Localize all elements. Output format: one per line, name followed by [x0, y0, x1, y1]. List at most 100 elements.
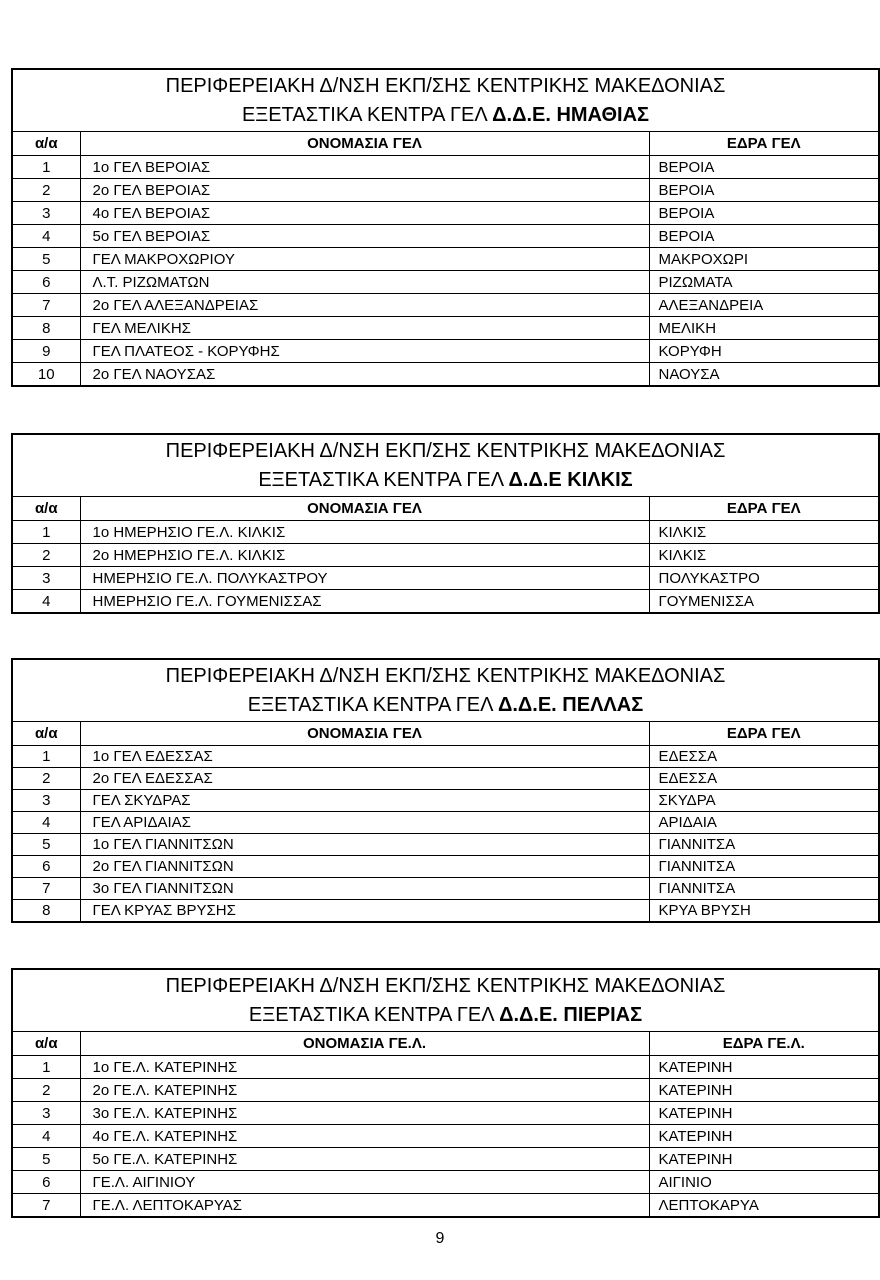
cell-seat: ΚΑΤΕΡΙΝΗ	[648, 1124, 880, 1148]
table-title-line2-prefix: ΕΞΕΤΑΣΤΙΚΑ ΚΕΝΤΡΑ ΓΕΛ	[241, 104, 493, 126]
cell-seat: ΠΟΛΥΚΑΣΤΡΟ	[648, 566, 880, 590]
header-row: α/α ΟΝΟΜΑΣΙΑ ΓΕΛ ΕΔΡΑ ΓΕΛ	[11, 131, 880, 156]
table-row: 10 2ο ΓΕΛ ΝΑΟΥΣΑΣ ΝΑΟΥΣΑ	[11, 362, 880, 387]
table-title: ΠΕΡΙΦΕΡΕΙΑΚΗ Δ/ΝΣΗ ΕΚΠ/ΣΗΣ ΚΕΝΤΡΙΚΗΣ ΜΑΚ…	[11, 433, 880, 497]
table-row: 7 ΓΕ.Λ. ΛΕΠΤΟΚΑΡΥΑΣ ΛΕΠΤΟΚΑΡΥΑ	[11, 1193, 880, 1218]
cell-seat: ΚΙΛΚΙΣ	[648, 520, 880, 544]
cell-seat: ΣΚΥΔΡΑ	[648, 789, 880, 812]
cell-seat: ΚΑΤΕΡΙΝΗ	[648, 1078, 880, 1102]
cell-index: 3	[11, 201, 81, 225]
column-header-name: ΟΝΟΜΑΣΙΑ ΓΕΛ	[79, 721, 650, 746]
column-header-seat: ΕΔΡΑ ΓΕΛ	[648, 131, 880, 156]
cell-name: 1ο ΓΕΛ ΓΙΑΝΝΙΤΣΩΝ	[79, 833, 650, 856]
exam-table-pierias: ΠΕΡΙΦΕΡΕΙΑΚΗ Δ/ΝΣΗ ΕΚΠ/ΣΗΣ ΚΕΝΤΡΙΚΗΣ ΜΑΚ…	[11, 968, 880, 1218]
cell-name: ΓΕΛ ΜΑΚΡΟΧΩΡΙΟΥ	[79, 247, 650, 271]
cell-seat: ΕΔΕΣΣΑ	[648, 767, 880, 790]
table-row: 3 ΗΜΕΡΗΣΙΟ ΓΕ.Λ. ΠΟΛΥΚΑΣΤΡΟΥ ΠΟΛΥΚΑΣΤΡΟ	[11, 566, 880, 590]
cell-index: 2	[11, 543, 81, 567]
cell-seat: ΚΑΤΕΡΙΝΗ	[648, 1055, 880, 1079]
table-row: 8 ΓΕΛ ΜΕΛΙΚΗΣ ΜΕΛΙΚΗ	[11, 316, 880, 340]
table-title-line1: ΠΕΡΙΦΕΡΕΙΑΚΗ Δ/ΝΣΗ ΕΚΠ/ΣΗΣ ΚΕΝΤΡΙΚΗΣ ΜΑΚ…	[165, 665, 726, 687]
column-header-index: α/α	[11, 721, 81, 746]
table-title: ΠΕΡΙΦΕΡΕΙΑΚΗ Δ/ΝΣΗ ΕΚΠ/ΣΗΣ ΚΕΝΤΡΙΚΗΣ ΜΑΚ…	[11, 68, 880, 132]
cell-name: 5ο ΓΕΛ ΒΕΡΟΙΑΣ	[79, 224, 650, 248]
cell-seat: ΜΕΛΙΚΗ	[648, 316, 880, 340]
cell-seat: ΛΕΠΤΟΚΑΡΥΑ	[648, 1193, 880, 1218]
page-number: 9	[435, 1230, 445, 1247]
cell-index: 5	[11, 833, 81, 856]
column-header-name: ΟΝΟΜΑΣΙΑ ΓΕΛ	[79, 496, 650, 521]
cell-index: 5	[11, 247, 81, 271]
cell-seat: ΚΡΥΑ ΒΡΥΣΗ	[648, 899, 880, 923]
cell-index: 4	[11, 589, 81, 614]
table-title-line1: ΠΕΡΙΦΕΡΕΙΑΚΗ Δ/ΝΣΗ ΕΚΠ/ΣΗΣ ΚΕΝΤΡΙΚΗΣ ΜΑΚ…	[165, 975, 726, 997]
table-row: 2 2ο ΓΕΛ ΕΔΕΣΣΑΣ ΕΔΕΣΣΑ	[11, 767, 880, 790]
cell-index: 8	[11, 899, 81, 923]
table-row: 4 4ο ΓΕ.Λ. ΚΑΤΕΡΙΝΗΣ ΚΑΤΕΡΙΝΗ	[11, 1124, 880, 1148]
table-row: 8 ΓΕΛ ΚΡΥΑΣ ΒΡΥΣΗΣ ΚΡΥΑ ΒΡΥΣΗ	[11, 899, 880, 923]
table-title-line2-district: Δ.Δ.Ε. ΠΕΛΛΑΣ	[497, 694, 644, 716]
table-title-line2-prefix: ΕΞΕΤΑΣΤΙΚΑ ΚΕΝΤΡΑ ΓΕΛ	[247, 694, 498, 716]
table-row: 1 1ο ΗΜΕΡΗΣΙΟ ΓΕ.Λ. ΚΙΛΚΙΣ ΚΙΛΚΙΣ	[11, 520, 880, 544]
column-header-index: α/α	[11, 1031, 81, 1056]
cell-seat: ΑΛΕΞΑΝΔΡΕΙΑ	[648, 293, 880, 317]
cell-name: ΓΕ.Λ. ΛΕΠΤΟΚΑΡΥΑΣ	[79, 1193, 650, 1218]
cell-name: ΓΕΛ ΜΕΛΙΚΗΣ	[79, 316, 650, 340]
table-title-line2-prefix: ΕΞΕΤΑΣΤΙΚΑ ΚΕΝΤΡΑ ΓΕΛ	[248, 1004, 500, 1026]
table-row: 9 ΓΕΛ ΠΛΑΤΕΟΣ - ΚΟΡΥΦΗΣ ΚΟΡΥΦΗ	[11, 339, 880, 363]
cell-index: 7	[11, 877, 81, 900]
cell-index: 2	[11, 178, 81, 202]
table-row: 2 2ο ΓΕ.Λ. ΚΑΤΕΡΙΝΗΣ ΚΑΤΕΡΙΝΗ	[11, 1078, 880, 1102]
cell-name: 3ο ΓΕΛ ΓΙΑΝΝΙΤΣΩΝ	[79, 877, 650, 900]
cell-index: 8	[11, 316, 81, 340]
cell-seat: ΝΑΟΥΣΑ	[648, 362, 880, 387]
cell-name: ΓΕΛ ΠΛΑΤΕΟΣ - ΚΟΡΥΦΗΣ	[79, 339, 650, 363]
table-title-line2-district: Δ.Δ.Ε ΚΙΛΚΙΣ	[508, 469, 633, 491]
table-row: 6 2ο ΓΕΛ ΓΙΑΝΝΙΤΣΩΝ ΓΙΑΝΝΙΤΣΑ	[11, 855, 880, 878]
cell-seat: ΓΙΑΝΝΙΤΣΑ	[648, 855, 880, 878]
cell-index: 5	[11, 1147, 81, 1171]
column-header-name: ΟΝΟΜΑΣΙΑ ΓΕΛ	[79, 131, 650, 156]
table-row: 5 1ο ΓΕΛ ΓΙΑΝΝΙΤΣΩΝ ΓΙΑΝΝΙΤΣΑ	[11, 833, 880, 856]
table-row: 3 ΓΕΛ ΣΚΥΔΡΑΣ ΣΚΥΔΡΑ	[11, 789, 880, 812]
cell-seat: ΒΕΡΟΙΑ	[648, 178, 880, 202]
column-header-index: α/α	[11, 131, 81, 156]
table-row: 2 2ο ΗΜΕΡΗΣΙΟ ΓΕ.Λ. ΚΙΛΚΙΣ ΚΙΛΚΙΣ	[11, 543, 880, 567]
header-row: α/α ΟΝΟΜΑΣΙΑ ΓΕΛ ΕΔΡΑ ΓΕΛ	[11, 721, 880, 746]
cell-index: 3	[11, 789, 81, 812]
cell-seat: ΓΟΥΜΕΝΙΣΣΑ	[648, 589, 880, 614]
cell-name: 2ο ΓΕΛ ΒΕΡΟΙΑΣ	[79, 178, 650, 202]
cell-name: 5ο ΓΕ.Λ. ΚΑΤΕΡΙΝΗΣ	[79, 1147, 650, 1171]
table-title-row: ΠΕΡΙΦΕΡΕΙΑΚΗ Δ/ΝΣΗ ΕΚΠ/ΣΗΣ ΚΕΝΤΡΙΚΗΣ ΜΑΚ…	[11, 433, 880, 497]
table-title: ΠΕΡΙΦΕΡΕΙΑΚΗ Δ/ΝΣΗ ΕΚΠ/ΣΗΣ ΚΕΝΤΡΙΚΗΣ ΜΑΚ…	[11, 658, 880, 722]
table-row: 7 3ο ΓΕΛ ΓΙΑΝΝΙΤΣΩΝ ΓΙΑΝΝΙΤΣΑ	[11, 877, 880, 900]
cell-name: 2ο ΓΕΛ ΑΛΕΞΑΝΔΡΕΙΑΣ	[79, 293, 650, 317]
cell-index: 7	[11, 1193, 81, 1218]
table-row: 4 ΗΜΕΡΗΣΙΟ ΓΕ.Λ. ΓΟΥΜΕΝΙΣΣΑΣ ΓΟΥΜΕΝΙΣΣΑ	[11, 589, 880, 614]
cell-index: 3	[11, 1101, 81, 1125]
cell-seat: ΓΙΑΝΝΙΤΣΑ	[648, 877, 880, 900]
table-title-line1: ΠΕΡΙΦΕΡΕΙΑΚΗ Δ/ΝΣΗ ΕΚΠ/ΣΗΣ ΚΕΝΤΡΙΚΗΣ ΜΑΚ…	[165, 440, 726, 462]
cell-seat: ΡΙΖΩΜΑΤΑ	[648, 270, 880, 294]
cell-seat: ΚΟΡΥΦΗ	[648, 339, 880, 363]
column-header-seat: ΕΔΡΑ ΓΕΛ	[648, 496, 880, 521]
cell-seat: ΑΡΙΔΑΙΑ	[648, 811, 880, 834]
cell-name: 1ο ΓΕΛ ΒΕΡΟΙΑΣ	[79, 155, 650, 179]
cell-index: 2	[11, 767, 81, 790]
table-title-line2: ΕΞΕΤΑΣΤΙΚΑ ΚΕΝΤΡΑ ΓΕΛ Δ.Δ.Ε. ΗΜΑΘΙΑΣ	[13, 101, 878, 130]
cell-name: ΓΕΛ ΑΡΙΔΑΙΑΣ	[79, 811, 650, 834]
cell-name: 4ο ΓΕΛ ΒΕΡΟΙΑΣ	[79, 201, 650, 225]
cell-name: 2ο ΓΕΛ ΝΑΟΥΣΑΣ	[79, 362, 650, 387]
cell-name: 3ο ΓΕ.Λ. ΚΑΤΕΡΙΝΗΣ	[79, 1101, 650, 1125]
table-title-row: ΠΕΡΙΦΕΡΕΙΑΚΗ Δ/ΝΣΗ ΕΚΠ/ΣΗΣ ΚΕΝΤΡΙΚΗΣ ΜΑΚ…	[11, 68, 880, 132]
cell-name: Λ.Τ. ΡΙΖΩΜΑΤΩΝ	[79, 270, 650, 294]
table-row: 1 1ο ΓΕ.Λ. ΚΑΤΕΡΙΝΗΣ ΚΑΤΕΡΙΝΗ	[11, 1055, 880, 1079]
cell-index: 9	[11, 339, 81, 363]
cell-name: 1ο ΓΕ.Λ. ΚΑΤΕΡΙΝΗΣ	[79, 1055, 650, 1079]
table-title-line2-district: Δ.Δ.Ε. ΠΙΕΡΙΑΣ	[499, 1004, 643, 1026]
cell-seat: ΚΙΛΚΙΣ	[648, 543, 880, 567]
table-row: 4 ΓΕΛ ΑΡΙΔΑΙΑΣ ΑΡΙΔΑΙΑ	[11, 811, 880, 834]
cell-index: 7	[11, 293, 81, 317]
cell-seat: ΚΑΤΕΡΙΝΗ	[648, 1147, 880, 1171]
